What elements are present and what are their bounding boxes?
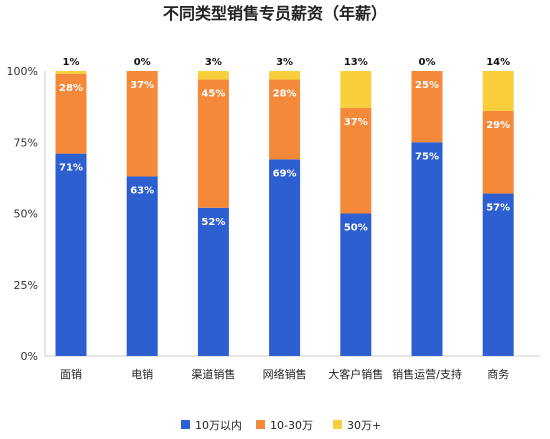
bar-segment: [411, 71, 443, 143]
bar-segment: [340, 71, 372, 109]
data-label: 28%: [59, 83, 83, 94]
x-tick-label: 电销: [131, 367, 153, 381]
bar-segment: [482, 71, 514, 111]
axis-layer: 0% 25% 50% 75% 100% 面销 电销 渠道销售 网络销售 大客户销售 销售运营/支持 商…: [7, 65, 540, 381]
data-label: 3%: [276, 57, 293, 68]
y-tick-label: 50%: [14, 208, 38, 221]
x-tick-label: 网络销售: [263, 367, 307, 381]
data-label: 0%: [419, 57, 436, 68]
x-tick-label: 面销: [60, 367, 82, 381]
y-tick-label: 75%: [14, 136, 38, 149]
bar-segment: [55, 73, 87, 154]
x-tick-label: 渠道销售: [191, 367, 235, 381]
legend-swatch: [333, 420, 342, 429]
bar-segment: [126, 176, 158, 356]
bar-segment: [126, 71, 158, 177]
legend-swatch: [256, 420, 265, 429]
legend-swatch: [181, 420, 190, 429]
bar-segment: [55, 153, 87, 356]
legend: 10万以内 10-30万 30万+: [181, 418, 381, 432]
y-tick-label: 25%: [14, 279, 38, 292]
data-label: 28%: [273, 89, 297, 100]
data-label: 3%: [205, 57, 222, 68]
legend-label: 10-30万: [270, 419, 313, 432]
data-label: 57%: [486, 203, 510, 214]
legend-label: 30万+: [347, 419, 381, 432]
y-tick-label: 100%: [7, 65, 38, 78]
data-label: 63%: [130, 185, 154, 196]
legend-label: 10万以内: [195, 418, 242, 432]
bar-segment: [340, 213, 372, 356]
data-label: 0%: [134, 57, 151, 68]
bar-segment: [340, 108, 372, 214]
data-label: 37%: [344, 117, 368, 128]
data-label: 50%: [344, 223, 368, 234]
data-label: 71%: [59, 163, 83, 174]
bar-segment: [482, 193, 514, 356]
bar-segment: [55, 71, 87, 74]
data-label: 25%: [415, 80, 439, 91]
bar-segment: [269, 159, 301, 356]
x-tick-label: 销售运营/支持: [392, 367, 462, 381]
x-tick-label: 商务: [487, 367, 509, 381]
data-label: 29%: [486, 120, 510, 131]
bar-segment: [269, 71, 301, 80]
bars-layer: [55, 71, 514, 356]
data-label: 69%: [273, 168, 297, 179]
labels-layer: 71% 28% 1% 63% 37% 0% 52% 45% 3% 69% 28% 3% 50% 37% 13…: [59, 57, 510, 234]
data-label: 14%: [486, 57, 510, 68]
bar-segment: [482, 110, 514, 194]
data-label: 52%: [201, 217, 225, 228]
data-label: 75%: [415, 151, 439, 162]
data-label: 13%: [344, 57, 368, 68]
data-label: 45%: [201, 89, 225, 100]
data-label: 37%: [130, 80, 154, 91]
bar-segment: [197, 79, 229, 208]
bar-segment: [197, 71, 229, 80]
bar-segment: [197, 207, 229, 356]
bar-segment: [269, 79, 301, 160]
x-tick-label: 大客户销售: [328, 367, 383, 381]
bar-segment: [411, 142, 443, 356]
chart-title: 不同类型销售专员薪资（年薪）: [163, 4, 387, 23]
y-tick-label: 0%: [21, 350, 38, 363]
data-label: 1%: [63, 57, 80, 68]
